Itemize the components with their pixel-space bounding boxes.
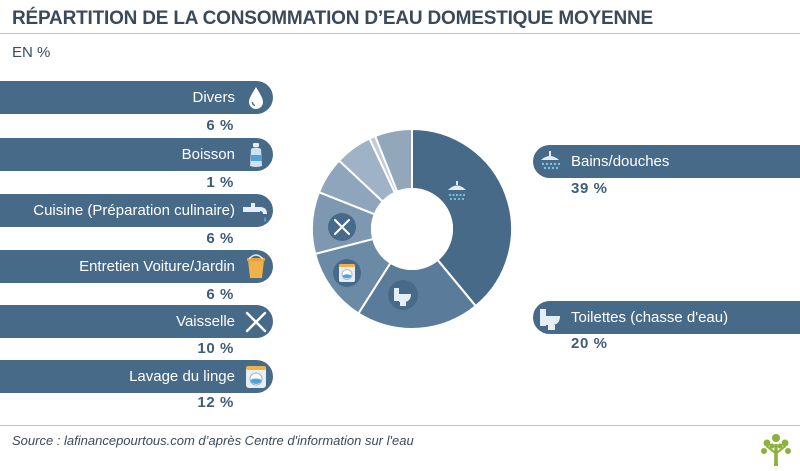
category-bar-cuisine: Cuisine (Préparation culinaire): [0, 194, 273, 227]
category-label: Vaisselle: [176, 313, 235, 330]
washing-machine-icon: [246, 366, 266, 388]
category-bar-lavage: Lavage du linge: [0, 360, 273, 393]
category-pct-cuisine: 6 %: [206, 230, 234, 247]
category-pct-divers: 6 %: [206, 117, 234, 134]
water-drop-icon: [249, 87, 263, 109]
category-pct-bains: 39 %: [571, 180, 608, 197]
category-bar-entretien: Entretien Voiture/Jardin: [0, 250, 273, 283]
category-pct-lavage: 12 %: [197, 394, 234, 411]
shower-icon: [541, 151, 561, 170]
title-divider: [0, 33, 800, 34]
faucet-icon: [243, 203, 267, 222]
fork-knife-icon: [245, 311, 267, 333]
fork-knife-icon: [328, 213, 356, 241]
shower-icon: [441, 175, 473, 207]
category-bar-divers: Divers: [0, 81, 273, 114]
category-pct-toilettes: 20 %: [571, 335, 608, 352]
category-pct-boisson: 1 %: [206, 174, 234, 191]
category-label: Cuisine (Préparation culinaire): [33, 202, 235, 219]
source-divider: [0, 425, 800, 426]
category-label: Divers: [192, 89, 235, 106]
toilet-icon: [388, 280, 418, 310]
category-bar-boisson: Boisson: [0, 138, 273, 171]
bucket-icon: [247, 254, 265, 278]
category-bar-toilettes: Toilettes (chasse d'eau): [533, 301, 800, 334]
category-bar-bains: Bains/douches: [533, 145, 800, 178]
donut-hole: [371, 188, 453, 270]
category-label: Boisson: [181, 146, 235, 163]
category-label: Toilettes (chasse d'eau): [571, 309, 729, 326]
category-bar-vaisselle: Vaisselle: [0, 305, 273, 338]
category-pct-entretien: 6 %: [206, 286, 234, 303]
category-label: Entretien Voiture/Jardin: [79, 258, 235, 275]
source-note: Source : lafinancepourtous.com d’après C…: [12, 433, 414, 448]
chart-title: RÉPARTITION DE LA CONSOMMATION D’EAU DOM…: [12, 8, 653, 29]
tree-logo-icon: [761, 434, 791, 466]
chart-subtitle: EN %: [12, 44, 51, 61]
donut-chart: [311, 127, 513, 330]
category-pct-vaisselle: 10 %: [197, 340, 234, 357]
category-label: Lavage du linge: [129, 368, 235, 385]
water-bottle-icon: [250, 143, 262, 167]
category-label: Bains/douches: [571, 153, 670, 170]
toilet-icon: [540, 309, 560, 330]
washing-machine-icon: [333, 259, 361, 287]
